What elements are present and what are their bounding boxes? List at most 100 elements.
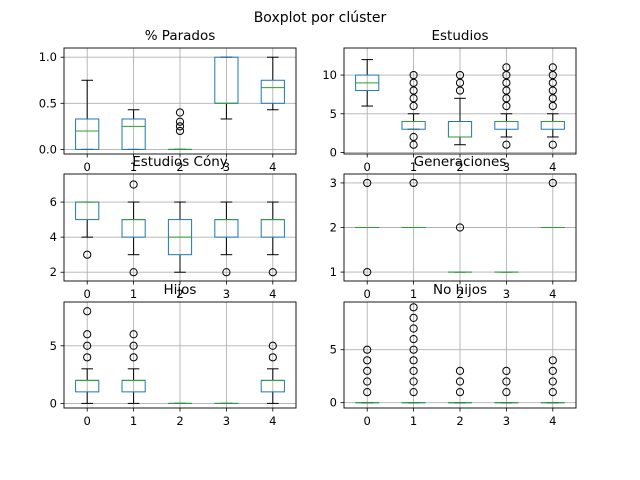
y-tick-label: 2 (50, 265, 57, 279)
flier-point (502, 366, 511, 375)
flier-point (222, 268, 231, 277)
flier-point (268, 341, 277, 350)
flier-point (175, 126, 185, 136)
box-1 (401, 178, 426, 229)
flier-point (363, 345, 372, 354)
x-tick-label: 1 (130, 414, 137, 428)
y-tick-label: 5 (330, 107, 337, 121)
x-tick-label: 1 (410, 160, 417, 174)
box-4 (540, 63, 565, 149)
box-4 (260, 201, 285, 277)
flier-point (175, 108, 185, 117)
flier-point (548, 78, 557, 87)
x-tick-label: 1 (410, 414, 417, 428)
flier-point (502, 101, 511, 111)
flier-point (409, 377, 418, 386)
flier-point (502, 78, 511, 87)
y-tick-label: 6 (50, 195, 57, 209)
flier-point (175, 117, 185, 126)
flier-point (455, 388, 465, 397)
x-tick-label: 2 (176, 287, 183, 301)
flier-point (502, 86, 511, 95)
subplot-0: 0 1 2 3 4 0.0 0.5 1.0 % Parados (39, 28, 297, 174)
x-tick-label: 4 (269, 160, 276, 174)
y-tick-label: 1 (330, 265, 337, 279)
flier-point (409, 94, 418, 103)
flier-point (129, 341, 138, 350)
flier-point (268, 353, 277, 362)
box-0 (355, 59, 380, 107)
x-tick-label: 2 (456, 414, 463, 428)
subplot-title: Generaciones (414, 154, 507, 170)
box-0 (75, 201, 100, 259)
x-tick-label: 3 (503, 160, 510, 174)
box-1 (121, 180, 146, 277)
x-tick-label: 2 (176, 160, 183, 174)
y-tick-label: 0.0 (39, 142, 57, 156)
box-4 (260, 341, 285, 404)
x-tick-label: 2 (176, 414, 183, 428)
box-1 (121, 330, 146, 404)
flier-point (548, 140, 557, 149)
flier-point (129, 180, 138, 189)
box-0 (355, 345, 380, 404)
flier-point (409, 101, 418, 111)
flier-point (455, 78, 465, 87)
x-tick-label: 1 (410, 287, 417, 301)
subplot-5: 0 1 2 3 4 0 5 No hijos (330, 282, 577, 428)
flier-point (363, 388, 372, 397)
box-0 (75, 307, 100, 404)
flier-point (455, 366, 465, 375)
box-3 (214, 201, 239, 277)
subplot-title: Estudios (431, 28, 488, 44)
x-tick-label: 3 (223, 414, 230, 428)
box-4 (260, 56, 285, 111)
flier-point (129, 353, 138, 362)
y-tick-label: 10 (322, 68, 337, 82)
flier-point (409, 345, 418, 354)
flier-point (268, 268, 277, 277)
y-tick-label: 0 (50, 396, 57, 410)
box-1 (121, 109, 146, 150)
flier-point (502, 63, 511, 72)
flier-point (409, 366, 418, 375)
subplot-title: Hijos (164, 282, 197, 298)
y-tick-label: 2 (330, 221, 337, 235)
x-tick-label: 1 (130, 287, 137, 301)
flier-point (548, 366, 557, 375)
y-tick-label: 1.0 (39, 50, 57, 64)
box-2 (167, 201, 193, 273)
flier-point (455, 70, 465, 80)
flier-point (455, 377, 465, 386)
flier-point (548, 94, 557, 103)
flier-point (409, 313, 418, 322)
flier-point (409, 70, 418, 80)
flier-point (363, 377, 372, 386)
x-tick-label: 3 (223, 160, 230, 174)
y-tick-label: 0 (330, 396, 337, 410)
box-rect (260, 79, 285, 104)
y-tick-label: 4 (50, 230, 57, 244)
x-tick-label: 0 (84, 287, 91, 301)
figure-title: Boxplot por clúster (254, 10, 387, 26)
box-4 (540, 356, 565, 404)
subplot-2: 0 1 2 3 4 2 4 6 Estudios Cóny (50, 154, 297, 301)
x-tick-label: 0 (84, 160, 91, 174)
flier-point (363, 178, 372, 188)
y-tick-label: 5 (330, 343, 337, 357)
box-2 (447, 223, 473, 273)
flier-point (548, 70, 557, 80)
flier-point (409, 178, 418, 188)
flier-point (548, 101, 557, 111)
subplot-1: 0 1 2 3 4 0 5 10 Estudios (322, 28, 577, 174)
flier-point (455, 223, 465, 232)
flier-point (548, 63, 557, 72)
flier-point (502, 377, 511, 386)
subplot-4: 0 1 2 3 4 0 5 Hijos (50, 282, 297, 428)
flier-point (548, 377, 557, 386)
box-rect (121, 118, 146, 150)
flier-point (502, 388, 511, 397)
flier-point (502, 94, 511, 103)
